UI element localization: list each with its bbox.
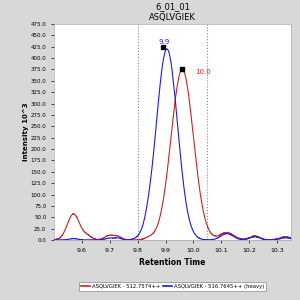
Legend: ASQLVGIEK - 512.7574++, ASQLVGIEK - 516.7645++ (heavy): ASQLVGIEK - 512.7574++, ASQLVGIEK - 516.… — [79, 281, 266, 291]
Text: 10.0: 10.0 — [195, 69, 211, 75]
Y-axis label: Intensity 10^3: Intensity 10^3 — [23, 103, 29, 161]
Text: 9.9: 9.9 — [158, 39, 170, 45]
X-axis label: Retention Time: Retention Time — [139, 258, 206, 267]
Title: 6_01_01
ASQLVGIEK: 6_01_01 ASQLVGIEK — [149, 2, 196, 22]
